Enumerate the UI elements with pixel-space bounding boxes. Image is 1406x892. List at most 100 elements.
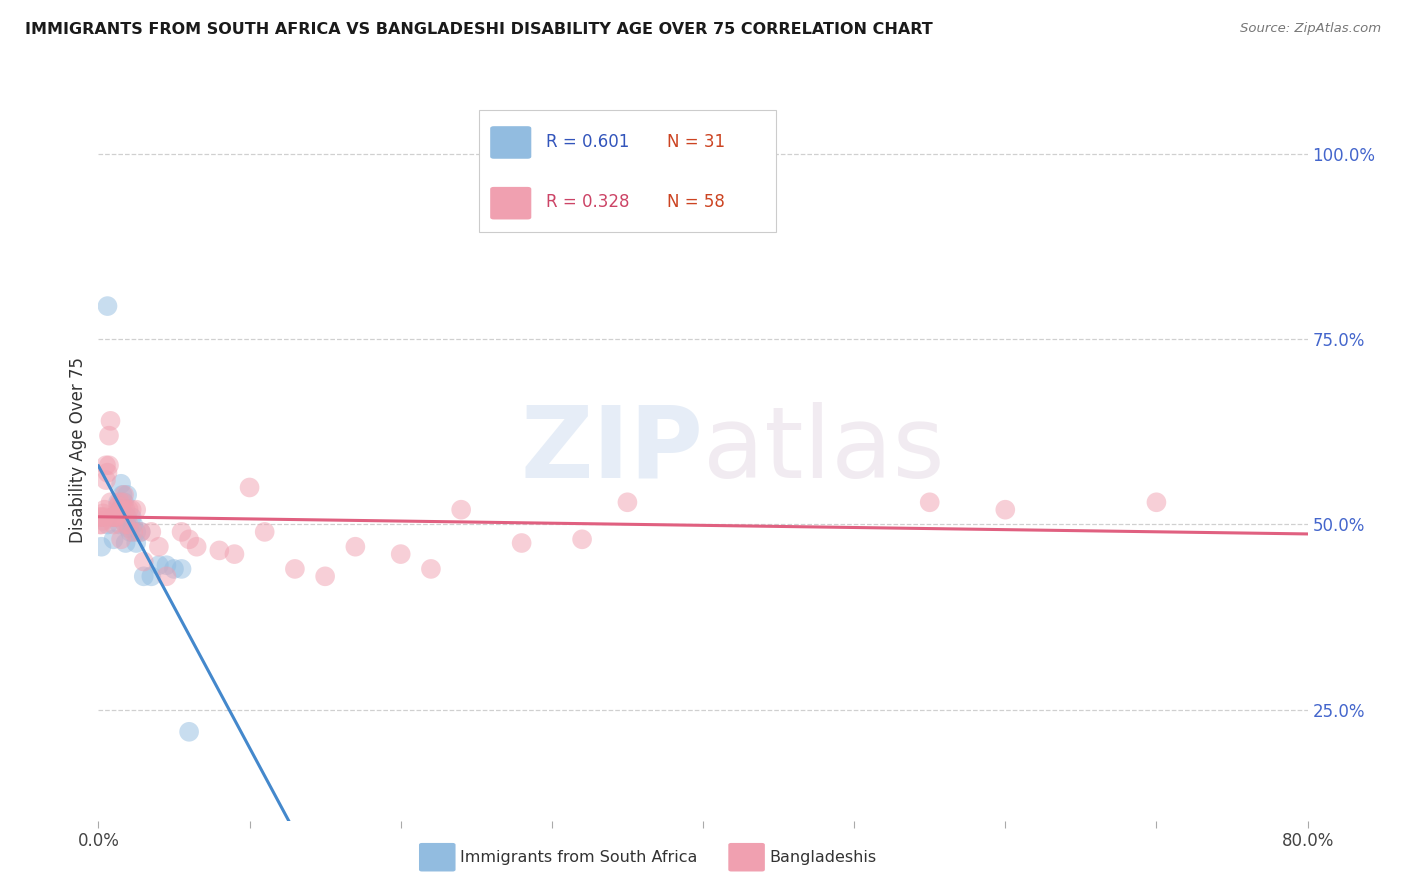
Text: N = 58: N = 58 [666, 194, 724, 211]
Point [118, 521, 141, 535]
Point [90, 517, 112, 532]
Point [253, 524, 276, 539]
Point [107, 495, 129, 509]
Y-axis label: Disability Age Over 75: Disability Age Over 75 [69, 358, 87, 543]
Point [121, 510, 143, 524]
Point [141, 524, 163, 539]
Point [107, 507, 129, 521]
Point [118, 502, 141, 516]
Point [122, 517, 145, 532]
Point [110, 502, 132, 516]
Point [110, 476, 132, 491]
Point [93, 510, 115, 524]
Point [571, 533, 593, 547]
Point [96, 466, 118, 480]
Point [114, 517, 136, 532]
Point [450, 502, 472, 516]
Point [90, 540, 112, 554]
FancyBboxPatch shape [491, 126, 531, 159]
Point [208, 543, 231, 558]
Point [132, 569, 155, 583]
Point [155, 558, 177, 573]
Point [111, 510, 134, 524]
Point [179, 533, 201, 547]
Text: R = 0.601: R = 0.601 [546, 133, 628, 151]
Text: R = 0.328: R = 0.328 [546, 194, 630, 211]
Point [94, 458, 117, 473]
Point [115, 488, 138, 502]
Point [103, 533, 125, 547]
Point [120, 524, 142, 539]
Point [132, 554, 155, 569]
Point [114, 502, 136, 516]
Text: Source: ZipAtlas.com: Source: ZipAtlas.com [1240, 22, 1381, 36]
Point [114, 517, 136, 532]
Point [94, 473, 117, 487]
Point [163, 562, 186, 576]
Point [115, 510, 138, 524]
Point [314, 569, 336, 583]
Text: Bangladeshis: Bangladeshis [769, 850, 876, 864]
Point [344, 540, 367, 554]
Point [918, 495, 941, 509]
Point [105, 510, 128, 524]
Point [141, 569, 163, 583]
Point [148, 558, 170, 573]
Point [125, 524, 148, 539]
Point [103, 510, 125, 524]
Point [107, 499, 129, 513]
Point [108, 495, 131, 509]
Point [89, 517, 111, 532]
Point [148, 540, 170, 554]
Point [284, 562, 307, 576]
Point [91, 514, 114, 528]
Point [103, 510, 125, 524]
Point [186, 540, 208, 554]
Point [104, 510, 127, 524]
Point [103, 517, 125, 532]
Point [108, 517, 131, 532]
Point [1144, 495, 1167, 509]
Point [98, 428, 121, 442]
Point [93, 502, 115, 516]
Point [118, 517, 141, 532]
Point [994, 502, 1017, 516]
Point [616, 495, 638, 509]
Point [129, 524, 152, 539]
Point [100, 495, 122, 509]
Point [112, 495, 135, 509]
Point [129, 524, 152, 539]
Text: ZIP: ZIP [520, 402, 703, 499]
Point [112, 488, 135, 502]
Point [90, 510, 112, 524]
Point [122, 524, 145, 539]
Point [108, 502, 131, 516]
Point [121, 502, 143, 516]
Point [420, 562, 443, 576]
Point [105, 510, 128, 524]
Point [111, 488, 134, 502]
Point [91, 507, 114, 521]
Text: atlas: atlas [703, 402, 945, 499]
Point [224, 547, 246, 561]
Point [170, 562, 193, 576]
Point [114, 536, 136, 550]
Text: IMMIGRANTS FROM SOUTH AFRICA VS BANGLADESHI DISABILITY AGE OVER 75 CORRELATION C: IMMIGRANTS FROM SOUTH AFRICA VS BANGLADE… [25, 22, 934, 37]
Text: N = 31: N = 31 [666, 133, 725, 151]
Point [96, 517, 118, 532]
Point [170, 524, 193, 539]
Point [98, 458, 121, 473]
Point [125, 502, 148, 516]
Text: Immigrants from South Africa: Immigrants from South Africa [460, 850, 697, 864]
Point [389, 547, 412, 561]
Point [101, 510, 124, 524]
Point [89, 510, 111, 524]
Point [125, 536, 148, 550]
Point [100, 414, 122, 428]
Point [510, 536, 533, 550]
FancyBboxPatch shape [491, 187, 531, 219]
Point [96, 299, 118, 313]
Point [179, 724, 201, 739]
Point [110, 533, 132, 547]
Point [155, 569, 177, 583]
